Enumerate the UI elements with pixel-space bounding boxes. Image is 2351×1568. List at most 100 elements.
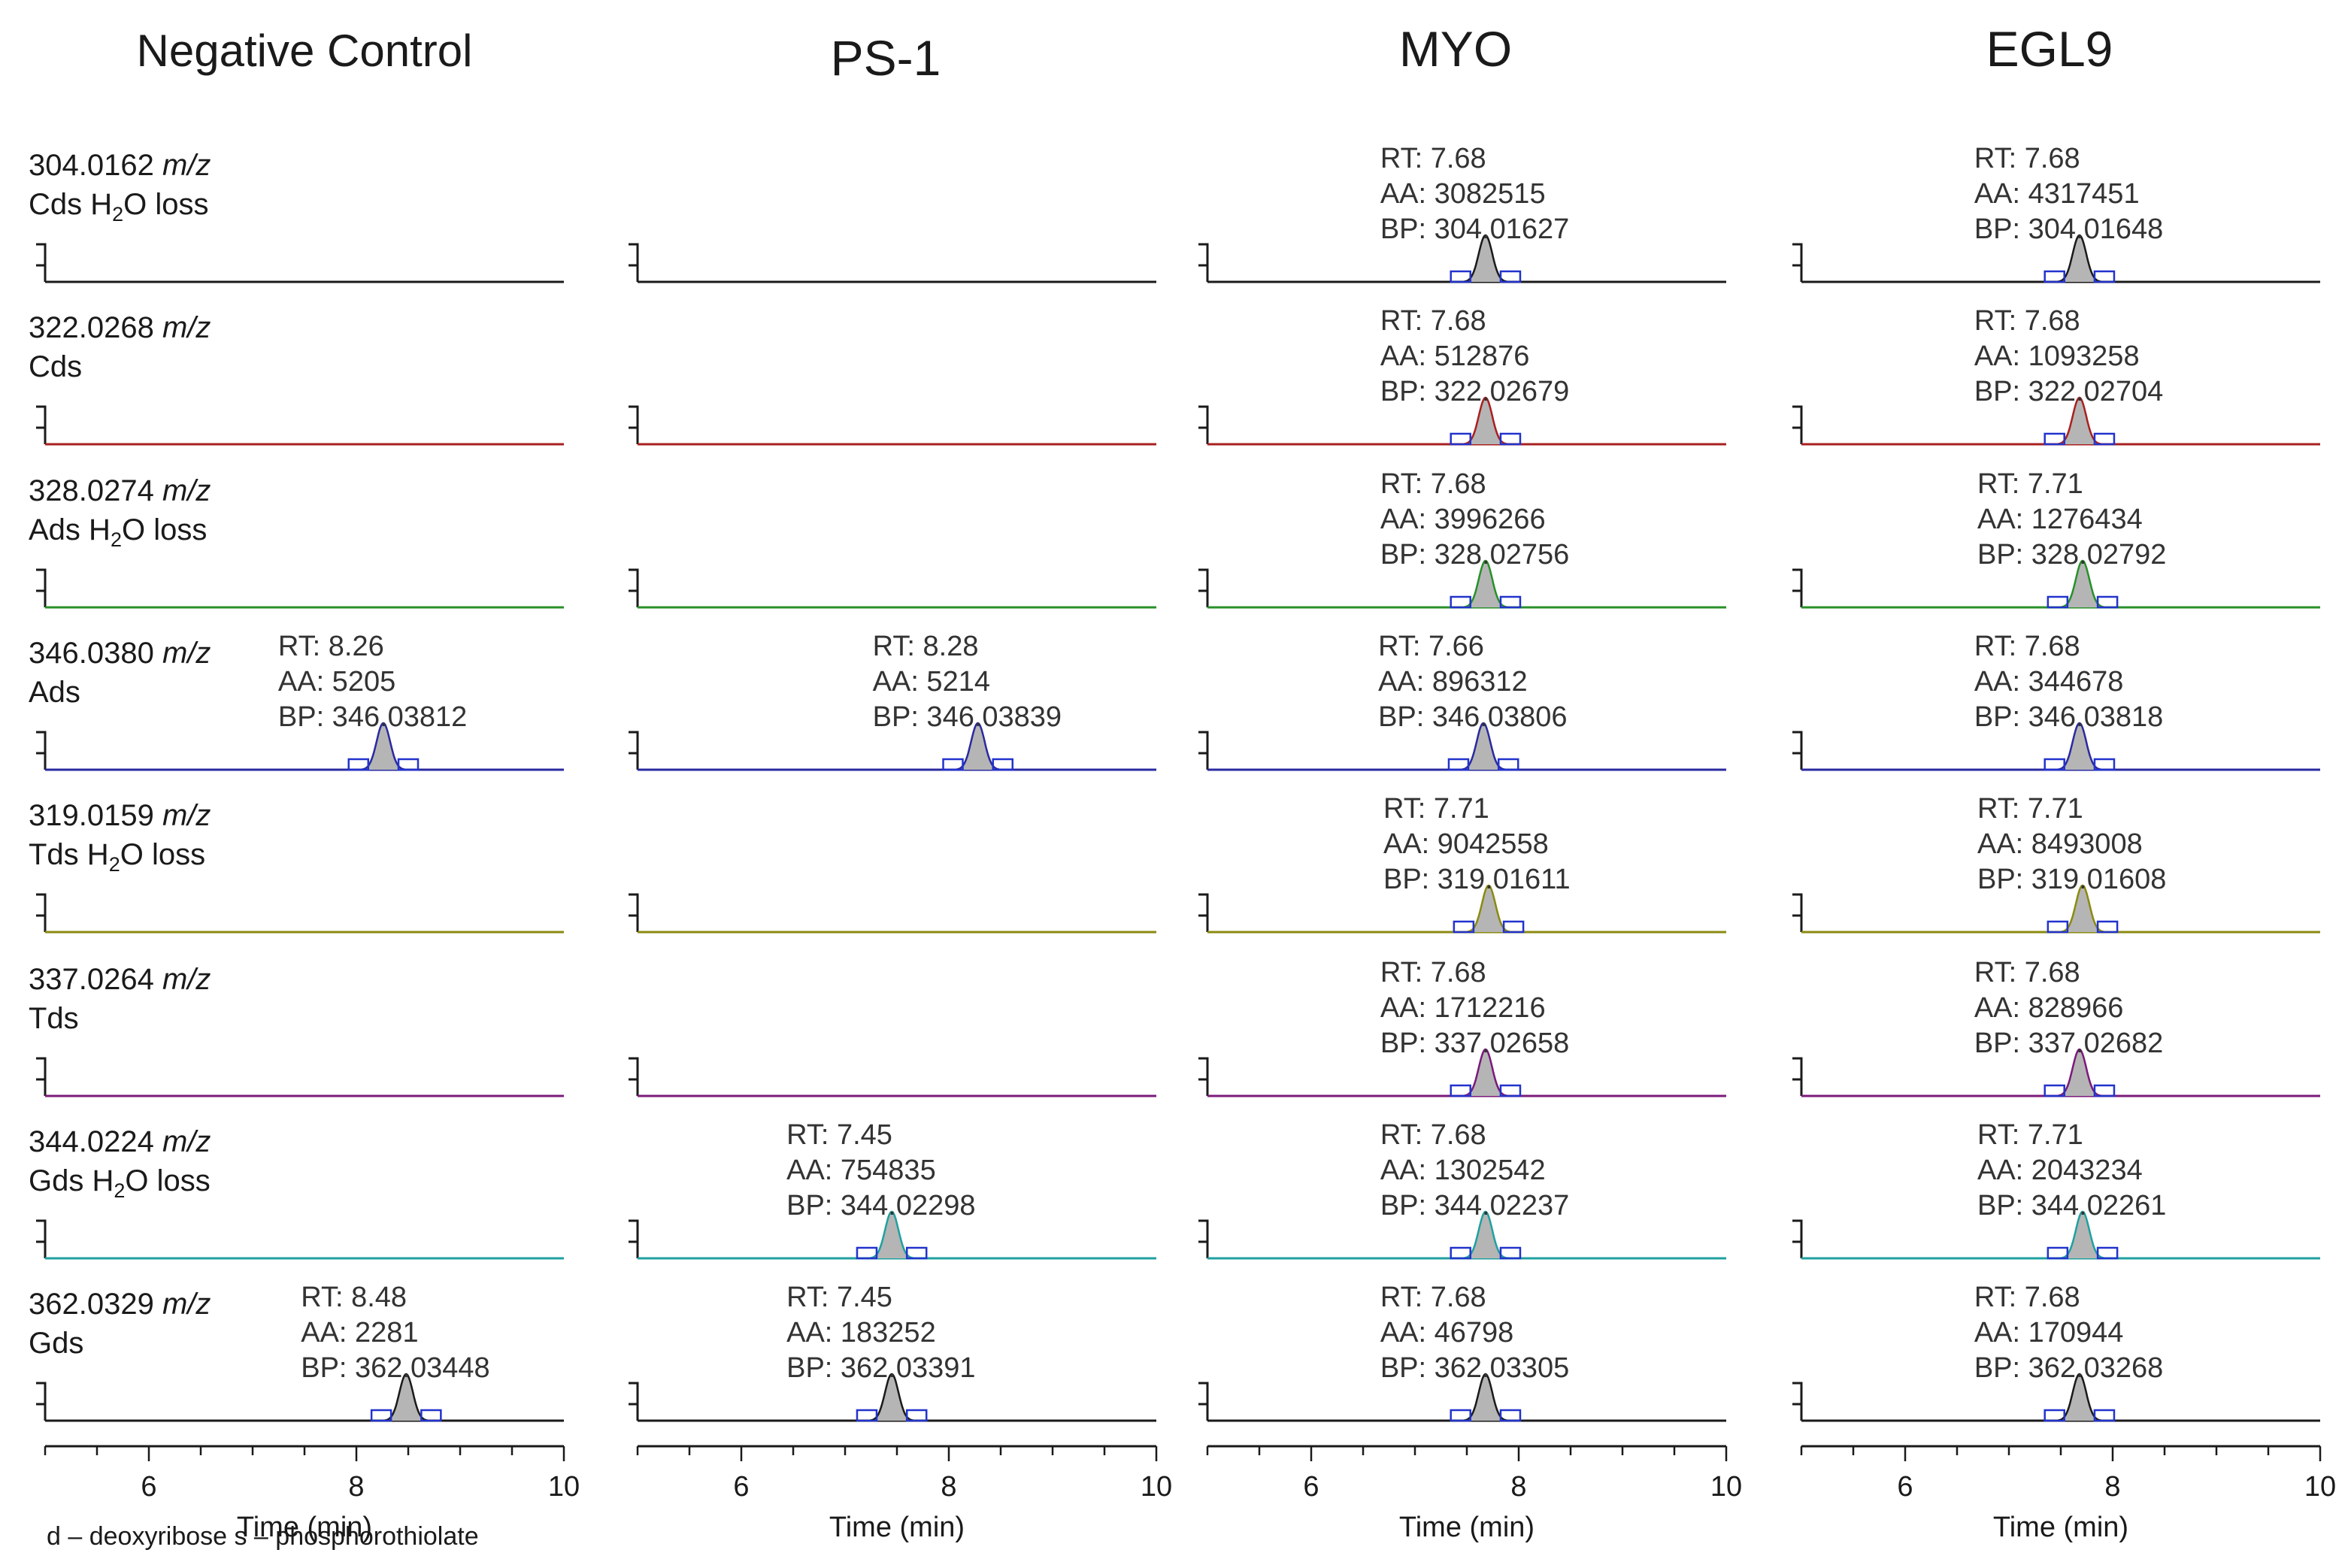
peak-annotation-line: BP: 344.02237 [1380, 1190, 1569, 1221]
peak-annotation-line: BP: 328.02792 [1977, 539, 2166, 571]
y-tick-bracket [1198, 1382, 1209, 1421]
panel-3-5: RT: 7.68 AA: 828966 BP: 337.02682 [1792, 957, 2320, 1097]
row-compound-label: Gds H2O loss [29, 1164, 211, 1202]
peak-fill [949, 723, 1007, 770]
y-tick-bracket [629, 405, 639, 444]
peak-start-marker [1450, 270, 1471, 283]
peak-end-marker [1499, 1246, 1522, 1260]
peak-fill [2050, 723, 2109, 770]
peak-annotation-line: BP: 337.02658 [1380, 1028, 1569, 1059]
h2o-subscript: 2 [111, 528, 122, 551]
peak-start-marker [1447, 758, 1470, 771]
peak-fill [1456, 235, 1515, 282]
x-axis-0: 6 8 10 Time (min) [44, 1445, 580, 1543]
peak-annotation-line: AA: 1276434 [1977, 504, 2143, 535]
peak-annotation-line: BP: 304.01627 [1380, 213, 1569, 245]
peak-annotation-line: RT: 8.28 [873, 631, 979, 662]
panel-1-4 [629, 893, 1156, 934]
x-tick-label: 10 [548, 1471, 580, 1503]
h2o-subscript: 2 [109, 853, 120, 876]
peak-fill [862, 1374, 921, 1421]
peak-annotation-line: BP: 319.01608 [1977, 864, 2166, 895]
x-tick-label: 8 [348, 1471, 364, 1503]
h2o-h: H [89, 513, 111, 546]
h2o-tail: O loss [120, 838, 205, 871]
peak-start-marker [370, 1409, 392, 1422]
peak-annotation-line: RT: 7.68 [1974, 305, 2080, 337]
h2o-tail: O loss [125, 1164, 210, 1197]
panel-0-2 [36, 568, 564, 609]
peak-fill [2050, 398, 2109, 444]
y-tick-bracket [1792, 1382, 1803, 1421]
peak-end-marker [2096, 1246, 2119, 1260]
peak-start-marker [856, 1246, 878, 1260]
peak-annotation-line: AA: 9042558 [1383, 828, 1549, 860]
peak-fill [2050, 235, 2109, 282]
y-tick-bracket [36, 731, 47, 770]
y-tick-bracket [36, 1219, 47, 1258]
x-tick-label: 10 [2304, 1471, 2336, 1503]
peak-fill [862, 1212, 921, 1258]
peak-start-marker [2047, 920, 2069, 934]
peak-fill [2053, 885, 2112, 932]
peak-end-marker [905, 1409, 928, 1422]
peak-end-marker [2093, 432, 2116, 446]
row-mz-unit: m/z [162, 637, 211, 670]
peak-annotation-line: RT: 7.68 [1974, 1282, 2080, 1313]
y-tick-bracket [629, 1382, 639, 1421]
row-mz-label: 344.0224 m/z [29, 1125, 211, 1158]
y-tick-bracket [1792, 568, 1803, 607]
y-tick-bracket [629, 1057, 639, 1096]
peak-annotation-line: AA: 754835 [786, 1155, 936, 1186]
peak-annotation-line: RT: 7.68 [1380, 1282, 1486, 1313]
panel-0-4 [36, 893, 564, 934]
row-compound-name: Tds [29, 838, 87, 871]
peak-start-marker [2043, 1084, 2065, 1097]
peak-annotation-line: BP: 362.03448 [301, 1352, 489, 1384]
x-axis-title: Time (min) [237, 1512, 372, 1543]
peak-start-marker [1450, 432, 1471, 446]
peak-end-marker [1497, 758, 1519, 771]
peak-fill [2050, 1049, 2109, 1096]
x-axis-1: 6 8 10 Time (min) [636, 1445, 1172, 1543]
peak-start-marker [2043, 432, 2065, 446]
row-mz-value: 328.0274 [29, 474, 162, 507]
peak-annotation-line: BP: 319.01611 [1383, 864, 1571, 895]
y-tick-bracket [1198, 243, 1209, 282]
x-tick-label: 6 [733, 1471, 749, 1503]
x-tick-label: 10 [1710, 1471, 1742, 1503]
x-axis-title: Time (min) [1399, 1512, 1535, 1543]
row-mz-label: 319.0159 m/z [29, 799, 211, 832]
row-compound-label: Ads [29, 676, 80, 709]
row-compound-label: Cds H2O loss [29, 188, 209, 226]
y-tick-bracket [1198, 568, 1209, 607]
peak-start-marker [2043, 270, 2065, 283]
peak-start-marker [1450, 595, 1471, 609]
row-mz-value: 322.0268 [29, 311, 162, 344]
peak-annotation-line: RT: 7.71 [1977, 468, 2083, 500]
peak-annotation-line: RT: 7.68 [1974, 957, 2080, 988]
y-tick-bracket [629, 243, 639, 282]
row-mz-unit: m/z [162, 474, 211, 507]
peak-end-marker [1499, 432, 1522, 446]
row-mz-unit: m/z [162, 149, 211, 182]
row-mz-label: 337.0264 m/z [29, 963, 211, 996]
peak-annotation-line: AA: 344678 [1974, 666, 2124, 698]
row-compound-label: Tds H2O loss [29, 838, 205, 876]
y-tick-bracket [1792, 893, 1803, 932]
peak-annotation-line: BP: 304.01648 [1974, 213, 2163, 245]
panel-2-6: RT: 7.68 AA: 1302542 BP: 344.02237 [1198, 1119, 1726, 1260]
peak-annotation-line: AA: 3996266 [1380, 504, 1546, 535]
y-tick-bracket [1792, 731, 1803, 770]
peak-end-marker [2093, 1084, 2116, 1097]
peak-fill [377, 1374, 435, 1421]
peak-annotation-line: AA: 1302542 [1380, 1155, 1546, 1186]
peak-annotation-line: AA: 5205 [278, 666, 395, 698]
x-axes: 6 8 10 Time (min) 6 8 10 Time (min) 6 8 10 Time (mi… [44, 1445, 2336, 1543]
row-mz-label: 362.0329 m/z [29, 1288, 211, 1321]
peak-fill [2050, 1374, 2109, 1421]
